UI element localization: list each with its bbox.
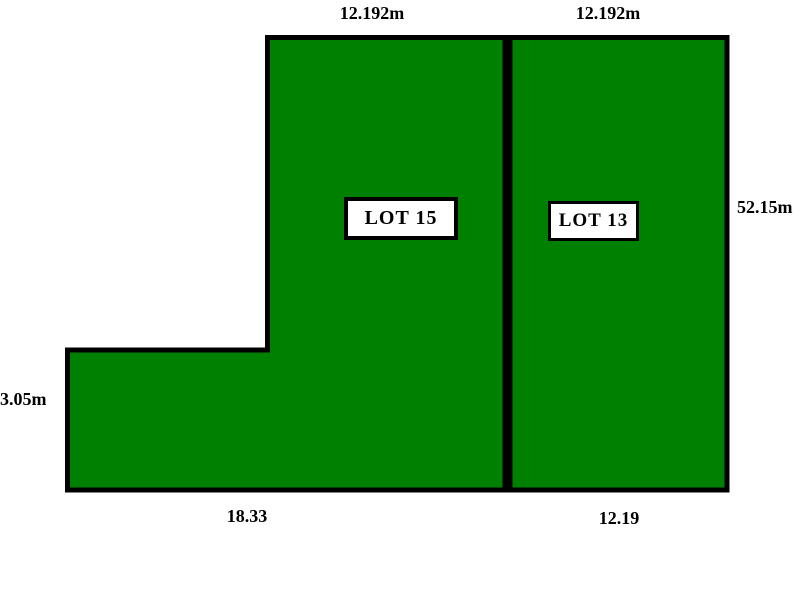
dimension-label-lot15-top: 12.192m: [339, 3, 405, 23]
lot-13-label-box: LOT 13: [548, 201, 639, 241]
dimension-label-right-side: 52.15m: [737, 197, 793, 217]
dimension-label-bottom-right: 12.19: [598, 508, 640, 528]
dimension-label-bottom-left: 18.33: [226, 506, 268, 526]
lot-13-shape: [507, 35, 730, 493]
dimension-label-lot13-top: 12.192m: [575, 3, 641, 23]
dimension-label-left-side: 3.05m: [0, 389, 47, 409]
lot-15-label-box: LOT 15: [344, 197, 458, 240]
lot-13-label: LOT 13: [558, 210, 629, 231]
lot-15-shape: [65, 35, 508, 493]
lot-15-label: LOT 15: [364, 207, 438, 229]
